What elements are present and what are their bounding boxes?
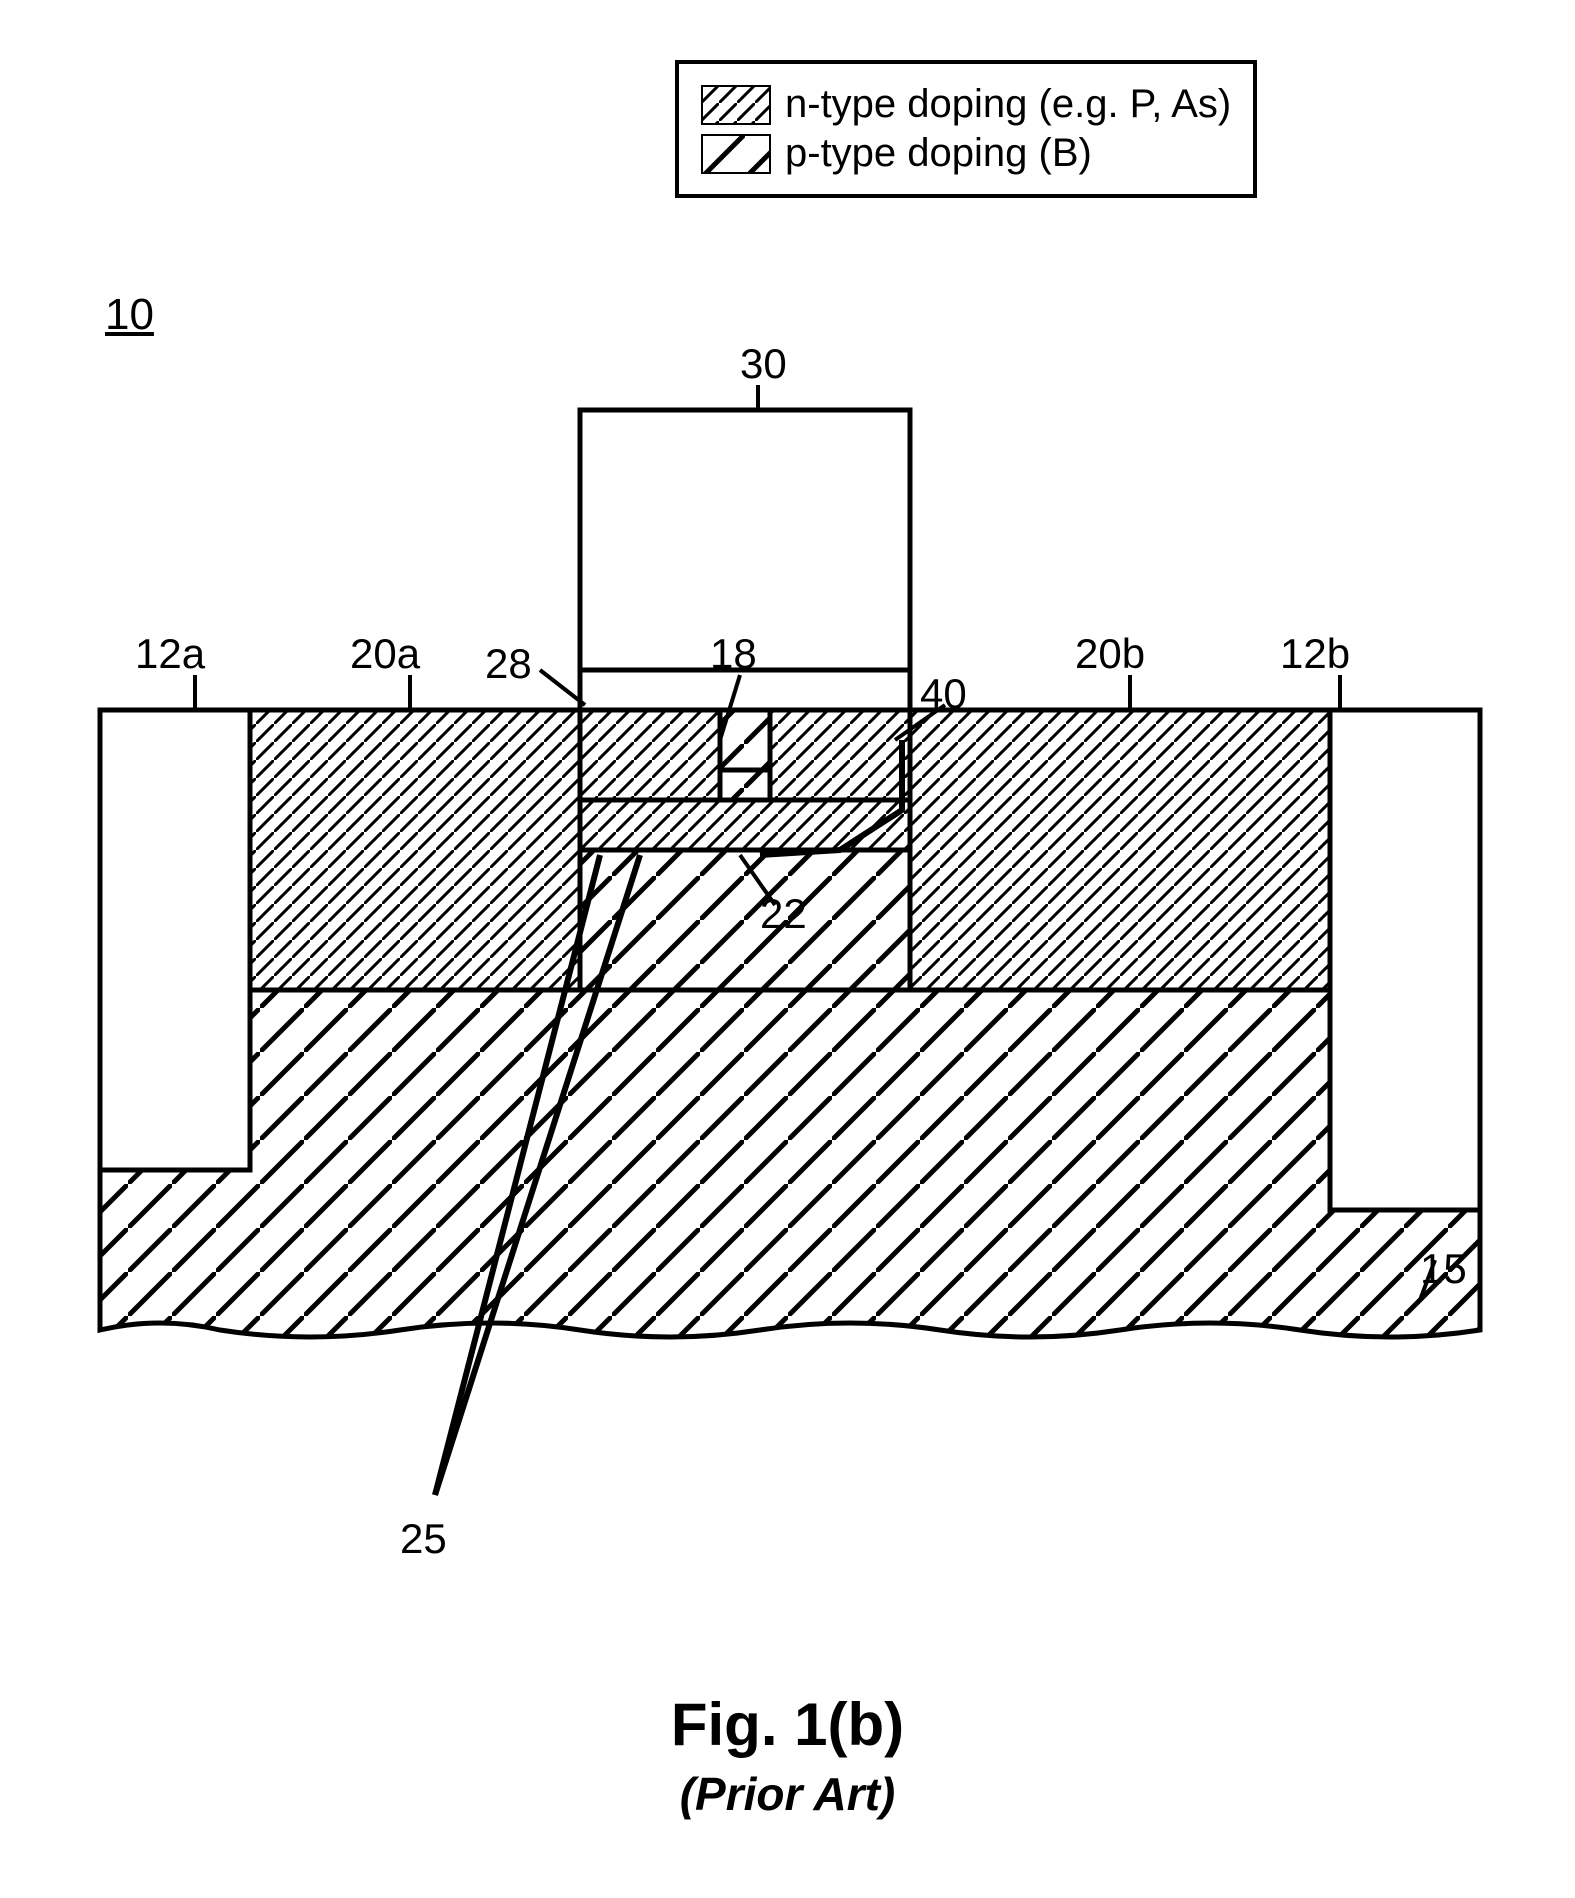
- ref-label-20a: 20a: [350, 630, 420, 678]
- ref-label-40: 40: [920, 670, 967, 718]
- ref-label-30: 30: [740, 340, 787, 388]
- cross-section-diagram: [40, 40, 1535, 1640]
- ref-label-20b: 20b: [1075, 630, 1145, 678]
- figure-caption: Fig. 1(b) (Prior Art): [40, 1690, 1535, 1821]
- ref-label-18: 18: [710, 630, 757, 678]
- ref-label-12b: 12b: [1280, 630, 1350, 678]
- ref-label-12a: 12a: [135, 630, 205, 678]
- figure-page: n-type doping (e.g. P, As)p-type doping …: [40, 40, 1535, 1858]
- ref-label-15: 15: [1420, 1245, 1467, 1293]
- ref-label-25: 25: [400, 1515, 447, 1563]
- figure-caption-main: Fig. 1(b): [40, 1690, 1535, 1759]
- ref-label-22: 22: [760, 890, 807, 938]
- ref-label-28: 28: [485, 640, 532, 688]
- figure-caption-sub: (Prior Art): [40, 1767, 1535, 1821]
